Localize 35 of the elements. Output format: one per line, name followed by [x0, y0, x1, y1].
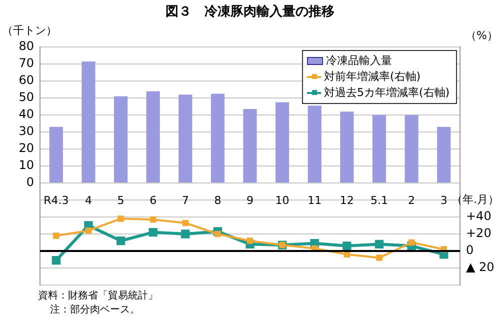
x-tick-label: 8: [214, 194, 222, 207]
y-tick-label: 30: [18, 124, 34, 138]
text: 資料：財務省「貿易統計」: [38, 290, 158, 302]
x-axis-title: （年.月）: [452, 192, 499, 206]
y-tick-label: 50: [18, 90, 34, 104]
y-tick-label: 10: [18, 158, 34, 172]
x-tick-label: 5.1: [370, 194, 388, 207]
y-tick-label: 70: [18, 56, 34, 70]
x-tick-label: 12: [340, 194, 354, 207]
y2-tick-label: 0: [466, 243, 474, 258]
text: 注：部分肉ベース。: [50, 304, 140, 316]
x-tick-label: 5: [117, 194, 124, 207]
y-tick-label: 20: [18, 141, 34, 156]
x-tick-label: 6: [150, 194, 157, 207]
x-tick-label: 11: [308, 194, 322, 207]
x-tick-label: 4: [84, 194, 92, 207]
x-tick-label: 3: [440, 194, 448, 207]
x-tick-label: 2: [408, 194, 416, 207]
x-tick-label: 7: [182, 194, 189, 207]
y-axis-title: （千トン）: [2, 24, 57, 37]
legend-label: 対過去5カ年増減率(右軸): [324, 85, 450, 101]
x-tick-label: R4.3: [44, 194, 69, 207]
x-tick-label: 10: [275, 194, 290, 207]
y2-tick-label: +40: [466, 209, 492, 224]
y2-tick-label: +20: [466, 226, 492, 240]
y-tick-label: 0: [26, 175, 34, 190]
y-tick-label: 80: [18, 39, 34, 54]
y2-axis-title: （%）: [466, 28, 498, 42]
y-tick-label: 60: [18, 73, 34, 88]
legend-label: 対前年増減率(右軸): [324, 69, 421, 85]
legend-label: 冷凍品輸入量: [326, 53, 392, 69]
x-tick-label: 9: [246, 194, 254, 207]
chart-title: 図３ 冷凍豚肉輸入量の推移: [166, 3, 334, 20]
y-tick-label: 40: [18, 107, 34, 122]
y2-tick-label: ▲ 20: [466, 260, 494, 274]
